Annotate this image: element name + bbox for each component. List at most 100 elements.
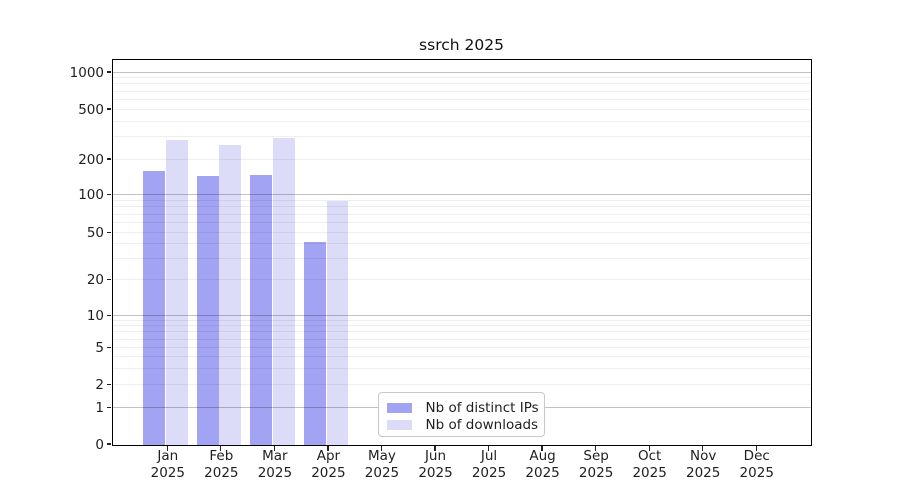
bar-nb-of-downloads-feb xyxy=(219,144,242,445)
x-tick-mark xyxy=(702,445,704,451)
x-tick-mark xyxy=(434,445,436,451)
gridline-minor xyxy=(112,83,811,85)
x-tick-year: 2025 xyxy=(525,464,560,481)
y-tick-mark xyxy=(106,231,111,234)
x-tick-mark xyxy=(487,445,490,451)
y-tick-mark xyxy=(106,443,111,445)
x-tick-month: Jul xyxy=(480,448,498,464)
y-tick-label-2: 2 xyxy=(95,377,104,393)
x-tick-label-may: May 2025 xyxy=(350,448,414,481)
gridline-minor xyxy=(112,384,811,385)
x-tick-year: 2025 xyxy=(150,464,185,481)
x-tick-month: Nov xyxy=(690,448,717,464)
x-tick-label-aug: Aug 2025 xyxy=(511,448,575,481)
legend-swatch xyxy=(386,420,412,431)
x-tick-year: 2025 xyxy=(418,464,453,481)
y-tick-label-0: 0 xyxy=(95,436,104,453)
x-tick-month: Sep xyxy=(583,448,609,464)
y-tick-label-1000: 1000 xyxy=(69,64,104,81)
gridline-minor xyxy=(112,279,811,280)
x-tick-month: Dec xyxy=(743,448,770,464)
bars-layer xyxy=(113,60,812,445)
gridline-major xyxy=(112,315,811,316)
x-tick-month: Mar xyxy=(262,448,288,464)
y-tick-mark xyxy=(106,108,111,110)
y-tick-label-200: 200 xyxy=(78,151,104,168)
gridline-minor xyxy=(112,347,811,348)
gridline-minor xyxy=(112,199,811,201)
legend-items: Nb of distinct IPs Nb of downloads xyxy=(386,399,544,435)
gridline-minor xyxy=(112,325,811,327)
x-tick-label-mar: Mar 2025 xyxy=(243,448,307,481)
bar-nb-of-distinct-ips-mar xyxy=(250,174,273,445)
x-tick-year: 2025 xyxy=(471,464,507,481)
bar-nb-of-downloads-jan xyxy=(165,139,188,445)
plot-area xyxy=(106,59,812,451)
legend: Nb of distinct IPs Nb of downloads xyxy=(377,392,545,437)
x-tick-label-jun: Jun 2025 xyxy=(404,448,468,481)
x-tick-mark xyxy=(327,445,329,451)
x-tick-label-dec: Dec 2025 xyxy=(725,448,789,481)
gridline-minor xyxy=(112,338,811,340)
y-tick-mark xyxy=(106,346,111,349)
gridline-minor xyxy=(112,158,811,160)
gridline-minor xyxy=(112,258,811,260)
y-tick-mark xyxy=(106,193,111,196)
x-tick-year: 2025 xyxy=(204,464,239,481)
gridline-major xyxy=(112,194,811,195)
gridline-minor xyxy=(112,222,811,223)
legend-label: Nb of downloads xyxy=(425,417,539,434)
x-tick-label-sep: Sep 2025 xyxy=(564,448,628,481)
x-tick-year: 2025 xyxy=(364,464,400,481)
x-tick-year: 2025 xyxy=(739,464,774,481)
x-tick-mark xyxy=(166,445,168,451)
x-tick-year: 2025 xyxy=(311,464,346,481)
y-tick-mark xyxy=(106,278,111,281)
gridline-minor xyxy=(112,331,811,333)
x-tick-year: 2025 xyxy=(257,464,293,481)
y-tick-mark xyxy=(106,314,111,317)
y-tick-label-5: 5 xyxy=(95,340,104,356)
gridline-minor xyxy=(112,319,811,321)
y-tick-mark xyxy=(106,406,111,409)
gridline-minor xyxy=(112,108,811,110)
gridline-minor xyxy=(112,356,811,357)
gridline-minor xyxy=(112,90,811,92)
x-tick-month: Feb xyxy=(209,448,234,464)
y-tick-mark xyxy=(106,71,111,73)
y-tick-label-50: 50 xyxy=(86,225,104,241)
legend-swatch xyxy=(386,402,412,413)
x-tick-label-oct: Oct 2025 xyxy=(618,448,682,481)
gridline-minor xyxy=(112,77,811,79)
gridline-minor xyxy=(112,120,811,122)
x-tick-month: Jun xyxy=(424,448,447,464)
x-tick-label-nov: Nov 2025 xyxy=(671,448,735,481)
x-tick-mark xyxy=(380,445,383,451)
x-tick-month: May xyxy=(367,448,396,464)
gridline-minor xyxy=(112,206,811,208)
y-tick-label-20: 20 xyxy=(86,272,104,288)
x-tick-year: 2025 xyxy=(578,464,614,481)
legend-label: Nb of distinct IPs xyxy=(425,399,539,416)
x-tick-label-feb: Feb 2025 xyxy=(189,448,253,481)
x-tick-month: Oct xyxy=(637,448,662,464)
x-tick-month: Jan xyxy=(157,448,179,464)
bar-nb-of-distinct-ips-jan xyxy=(143,171,166,445)
ticks-layer xyxy=(106,60,812,451)
x-tick-label-jul: Jul 2025 xyxy=(457,448,521,481)
chart-title: ssrch 2025 xyxy=(419,36,504,54)
legend-entry: Nb of distinct IPs xyxy=(386,399,544,417)
bar-nb-of-downloads-apr xyxy=(326,201,349,445)
y-tick-label-500: 500 xyxy=(78,101,104,118)
x-tick-month: Aug xyxy=(529,448,556,464)
legend-entry: Nb of downloads xyxy=(386,417,544,435)
gridline-minor xyxy=(112,232,811,233)
gridline-minor xyxy=(112,136,811,138)
gridline-major xyxy=(112,71,811,73)
x-tick-label-jan: Jan 2025 xyxy=(136,448,200,481)
x-tick-mark xyxy=(648,445,650,451)
gridline-minor xyxy=(112,367,811,369)
y-tick-mark xyxy=(106,383,111,386)
y-tick-label-100: 100 xyxy=(78,187,104,203)
